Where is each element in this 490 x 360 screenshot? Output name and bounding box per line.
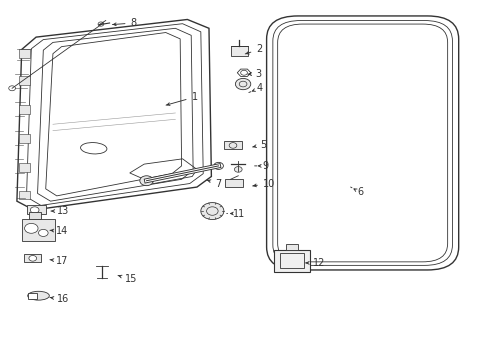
Circle shape xyxy=(235,78,251,90)
Text: 3: 3 xyxy=(248,69,262,79)
Text: 16: 16 xyxy=(50,294,70,304)
Text: 4: 4 xyxy=(249,83,263,93)
Text: 17: 17 xyxy=(50,256,69,266)
Circle shape xyxy=(29,256,37,261)
Circle shape xyxy=(140,176,153,186)
Text: 7: 7 xyxy=(207,179,221,189)
Text: 12: 12 xyxy=(305,258,326,268)
Bar xyxy=(27,206,46,214)
Bar xyxy=(19,49,30,58)
Text: 1: 1 xyxy=(166,92,197,105)
Text: 13: 13 xyxy=(51,206,70,216)
Bar xyxy=(231,46,248,56)
Text: 6: 6 xyxy=(351,187,363,197)
Bar xyxy=(280,253,304,268)
Bar xyxy=(19,134,30,143)
Circle shape xyxy=(9,86,16,91)
Circle shape xyxy=(98,22,104,26)
Text: 10: 10 xyxy=(252,179,275,189)
Bar xyxy=(22,219,55,241)
Text: 2: 2 xyxy=(245,45,263,54)
Bar xyxy=(274,249,310,273)
Ellipse shape xyxy=(28,291,49,300)
Bar xyxy=(29,212,41,219)
Circle shape xyxy=(39,229,48,237)
Bar xyxy=(19,105,30,114)
Circle shape xyxy=(24,224,38,233)
Bar xyxy=(28,293,37,298)
Bar xyxy=(19,163,30,172)
Circle shape xyxy=(234,167,242,172)
Bar xyxy=(24,254,41,262)
Text: 5: 5 xyxy=(252,140,267,150)
Text: 8: 8 xyxy=(112,18,137,28)
Text: 9: 9 xyxy=(255,161,269,171)
Circle shape xyxy=(30,207,39,213)
Bar xyxy=(224,141,242,149)
Text: 11: 11 xyxy=(227,208,245,219)
Bar xyxy=(19,190,30,199)
Text: 15: 15 xyxy=(118,274,137,284)
Bar xyxy=(225,179,243,187)
Circle shape xyxy=(214,162,223,170)
Text: 14: 14 xyxy=(50,226,69,236)
Circle shape xyxy=(201,203,224,220)
Bar xyxy=(19,76,30,85)
Bar xyxy=(286,244,298,249)
